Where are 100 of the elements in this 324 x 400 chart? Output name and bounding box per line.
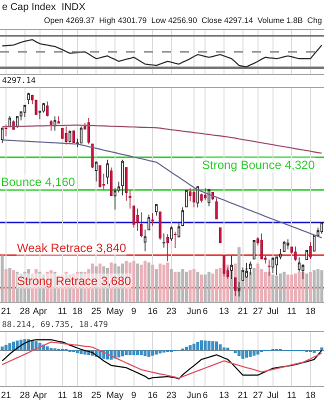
text: 88.214, 69.735, 18.479 <box>2 320 108 329</box>
bar <box>218 268 222 302</box>
candlestick <box>309 242 312 260</box>
bar <box>174 272 177 302</box>
candlestick <box>294 246 297 262</box>
candlestick <box>185 190 188 208</box>
ref-line-label: Bounce 4,160 <box>1 175 76 189</box>
candlestick <box>80 126 83 144</box>
candlestick <box>68 130 72 144</box>
x-tick-label: 27 <box>252 306 263 316</box>
ref-line-label: Strong Retrace 3,680 <box>17 274 132 288</box>
bar <box>305 273 308 302</box>
bar <box>46 346 49 350</box>
bar <box>192 269 196 302</box>
bar <box>271 274 274 302</box>
x-tick-label: 11 <box>58 306 68 316</box>
bar <box>278 273 282 302</box>
candlestick <box>208 188 210 207</box>
candlestick <box>155 204 158 216</box>
bar <box>151 264 154 302</box>
bar <box>312 350 316 353</box>
x-tick-label: Jun <box>186 390 202 400</box>
candlestick <box>166 234 169 262</box>
candlestick <box>162 233 166 248</box>
bar <box>184 272 188 302</box>
candlestick <box>238 282 240 297</box>
bar <box>121 350 124 356</box>
x-tick-label: Jul <box>267 390 279 400</box>
bar <box>140 264 143 302</box>
x-tick-label: 16 <box>148 306 158 316</box>
candlestick <box>57 116 60 124</box>
bar <box>158 350 162 354</box>
text: 4297.14 <box>2 76 36 85</box>
candlestick <box>140 212 143 238</box>
bar <box>196 342 200 350</box>
x-tick-label: 18 <box>305 390 316 400</box>
bar <box>192 344 196 350</box>
candlestick <box>178 222 180 238</box>
bar <box>290 274 294 302</box>
bar <box>188 345 192 350</box>
bar <box>188 270 192 302</box>
bar <box>196 272 200 302</box>
x-tick-label: 18 <box>72 306 82 316</box>
candlestick <box>204 188 207 201</box>
bar <box>136 264 140 302</box>
bar <box>124 350 128 356</box>
candlestick <box>91 143 94 168</box>
candlestick <box>312 234 316 252</box>
bar <box>8 268 12 302</box>
candlestick <box>252 240 256 260</box>
x-tick-label: Jun <box>186 306 202 316</box>
bar <box>144 350 147 356</box>
bar <box>226 348 230 350</box>
candlestick <box>121 159 124 196</box>
candlestick <box>174 231 176 248</box>
candlestick <box>148 214 150 230</box>
ref-line-label: Strong Bounce 4,320 <box>202 158 316 172</box>
bar <box>252 350 256 356</box>
candlestick <box>260 233 263 260</box>
candlestick <box>31 94 34 104</box>
bar <box>0 346 4 350</box>
bar <box>154 269 158 302</box>
candlestick <box>110 167 113 196</box>
bar <box>200 274 203 302</box>
bar <box>204 274 207 302</box>
bar <box>256 350 260 355</box>
bar <box>136 350 140 356</box>
x-tick-label: 23 <box>166 306 176 316</box>
bar <box>320 347 324 350</box>
bar <box>264 272 267 302</box>
x-tick-label: 9 <box>131 306 136 316</box>
ref-line-label: Weak Retrace 3,840 <box>17 241 126 255</box>
bar <box>4 269 8 302</box>
candlestick <box>114 187 116 210</box>
bar <box>248 350 252 357</box>
x-tick-label: May <box>106 306 124 316</box>
x-tick-label: 25 <box>91 306 102 316</box>
candlestick <box>181 206 184 226</box>
bar <box>275 276 278 302</box>
candlestick <box>282 240 286 252</box>
bar <box>286 274 290 302</box>
x-tick-label: 11 <box>287 390 296 400</box>
candlestick <box>128 190 132 210</box>
x-tick-label: 28 <box>20 390 30 400</box>
bar <box>252 268 256 302</box>
text: Open 4269.37 High 4301.79 Low 4256.90 Close 4297.14 Volume 1.8B Chg <box>44 16 322 25</box>
x-tick-label: Apr <box>32 390 47 400</box>
bar <box>140 350 143 356</box>
bar <box>98 264 102 302</box>
x-tick-label: 21 <box>1 390 12 400</box>
bar <box>170 269 173 302</box>
x-tick-label: 11 <box>58 390 68 400</box>
candlestick <box>144 229 146 252</box>
candlestick <box>94 160 98 182</box>
candlestick <box>305 250 308 260</box>
bar <box>241 350 244 359</box>
x-tick-label: 21 <box>1 306 12 316</box>
candlestick <box>132 205 136 228</box>
candlestick <box>72 130 75 144</box>
x-tick-label: 21 <box>238 306 248 316</box>
